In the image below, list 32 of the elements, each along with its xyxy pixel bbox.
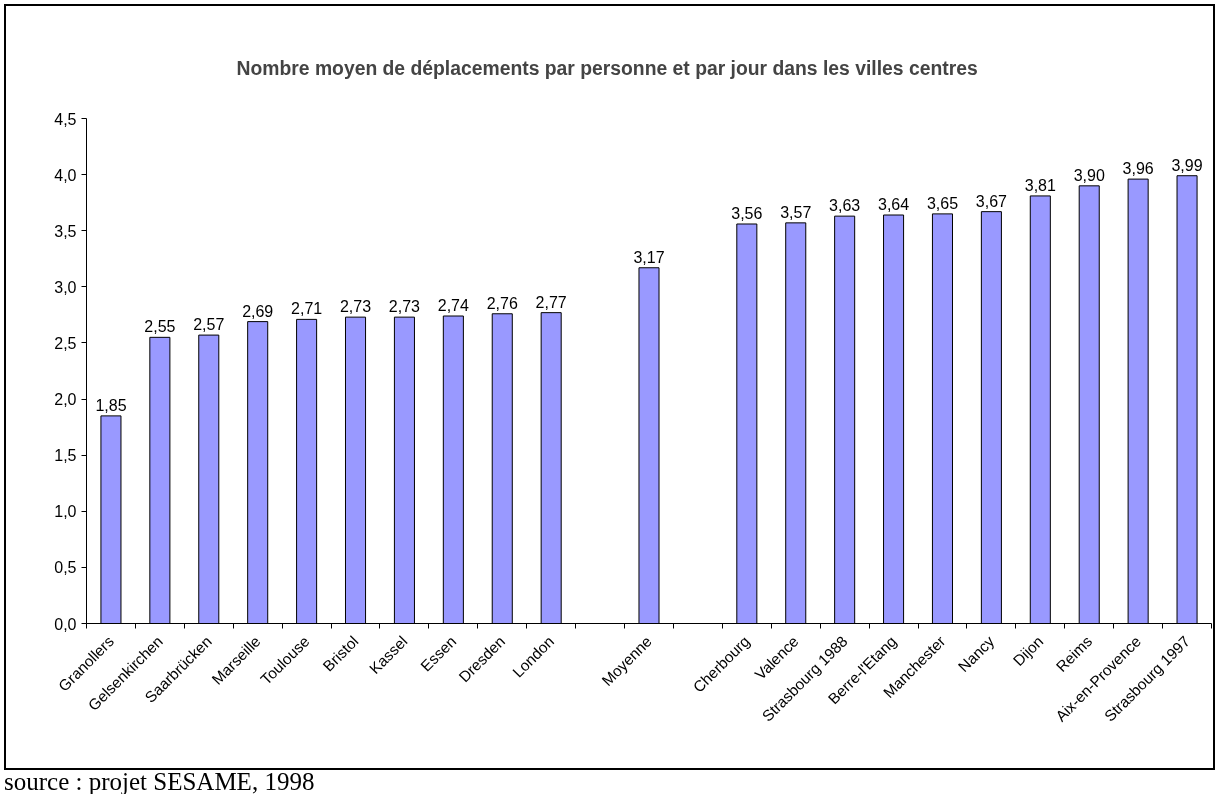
data-label: 2,77 (535, 293, 567, 311)
data-label: 2,71 (291, 300, 323, 318)
data-label: 2,55 (144, 318, 176, 336)
y-tick-label: 0,0 (54, 615, 77, 633)
data-label: 3,90 (1073, 166, 1105, 184)
y-tick-label: 1,0 (54, 503, 77, 521)
y-tick-label: 0,5 (54, 559, 77, 577)
y-tick-label: 3,0 (54, 278, 77, 296)
data-label: 3,67 (975, 192, 1008, 210)
data-label: 2,57 (193, 316, 225, 334)
data-label: 3,65 (926, 194, 959, 212)
y-tick-label: 3,5 (54, 222, 77, 240)
data-label: 2,76 (486, 294, 518, 312)
y-tick-label: 4,0 (54, 166, 77, 184)
data-label: 2,69 (242, 302, 274, 320)
data-label: 3,96 (1122, 160, 1154, 178)
y-tick-label: 1,5 (54, 447, 77, 465)
data-label: 3,99 (1171, 156, 1203, 174)
data-label: 3,64 (877, 196, 910, 214)
data-label: 3,56 (731, 204, 763, 222)
y-tick-label: 2,0 (54, 391, 77, 409)
data-label: 2,73 (388, 298, 421, 316)
data-label: 3,81 (1024, 176, 1056, 194)
data-label: 2,73 (339, 298, 372, 316)
chart-title: Nombre moyen de déplacements par personne et par jour dans les villes centres (236, 58, 978, 79)
data-label: 1,85 (95, 396, 127, 414)
data-label: 3,57 (780, 203, 812, 221)
y-tick-label: 4,5 (54, 110, 77, 128)
data-label: 2,74 (437, 297, 470, 315)
data-label: 3,17 (633, 248, 665, 266)
data-label: 3,63 (829, 197, 861, 215)
y-tick-label: 2,5 (54, 334, 77, 352)
